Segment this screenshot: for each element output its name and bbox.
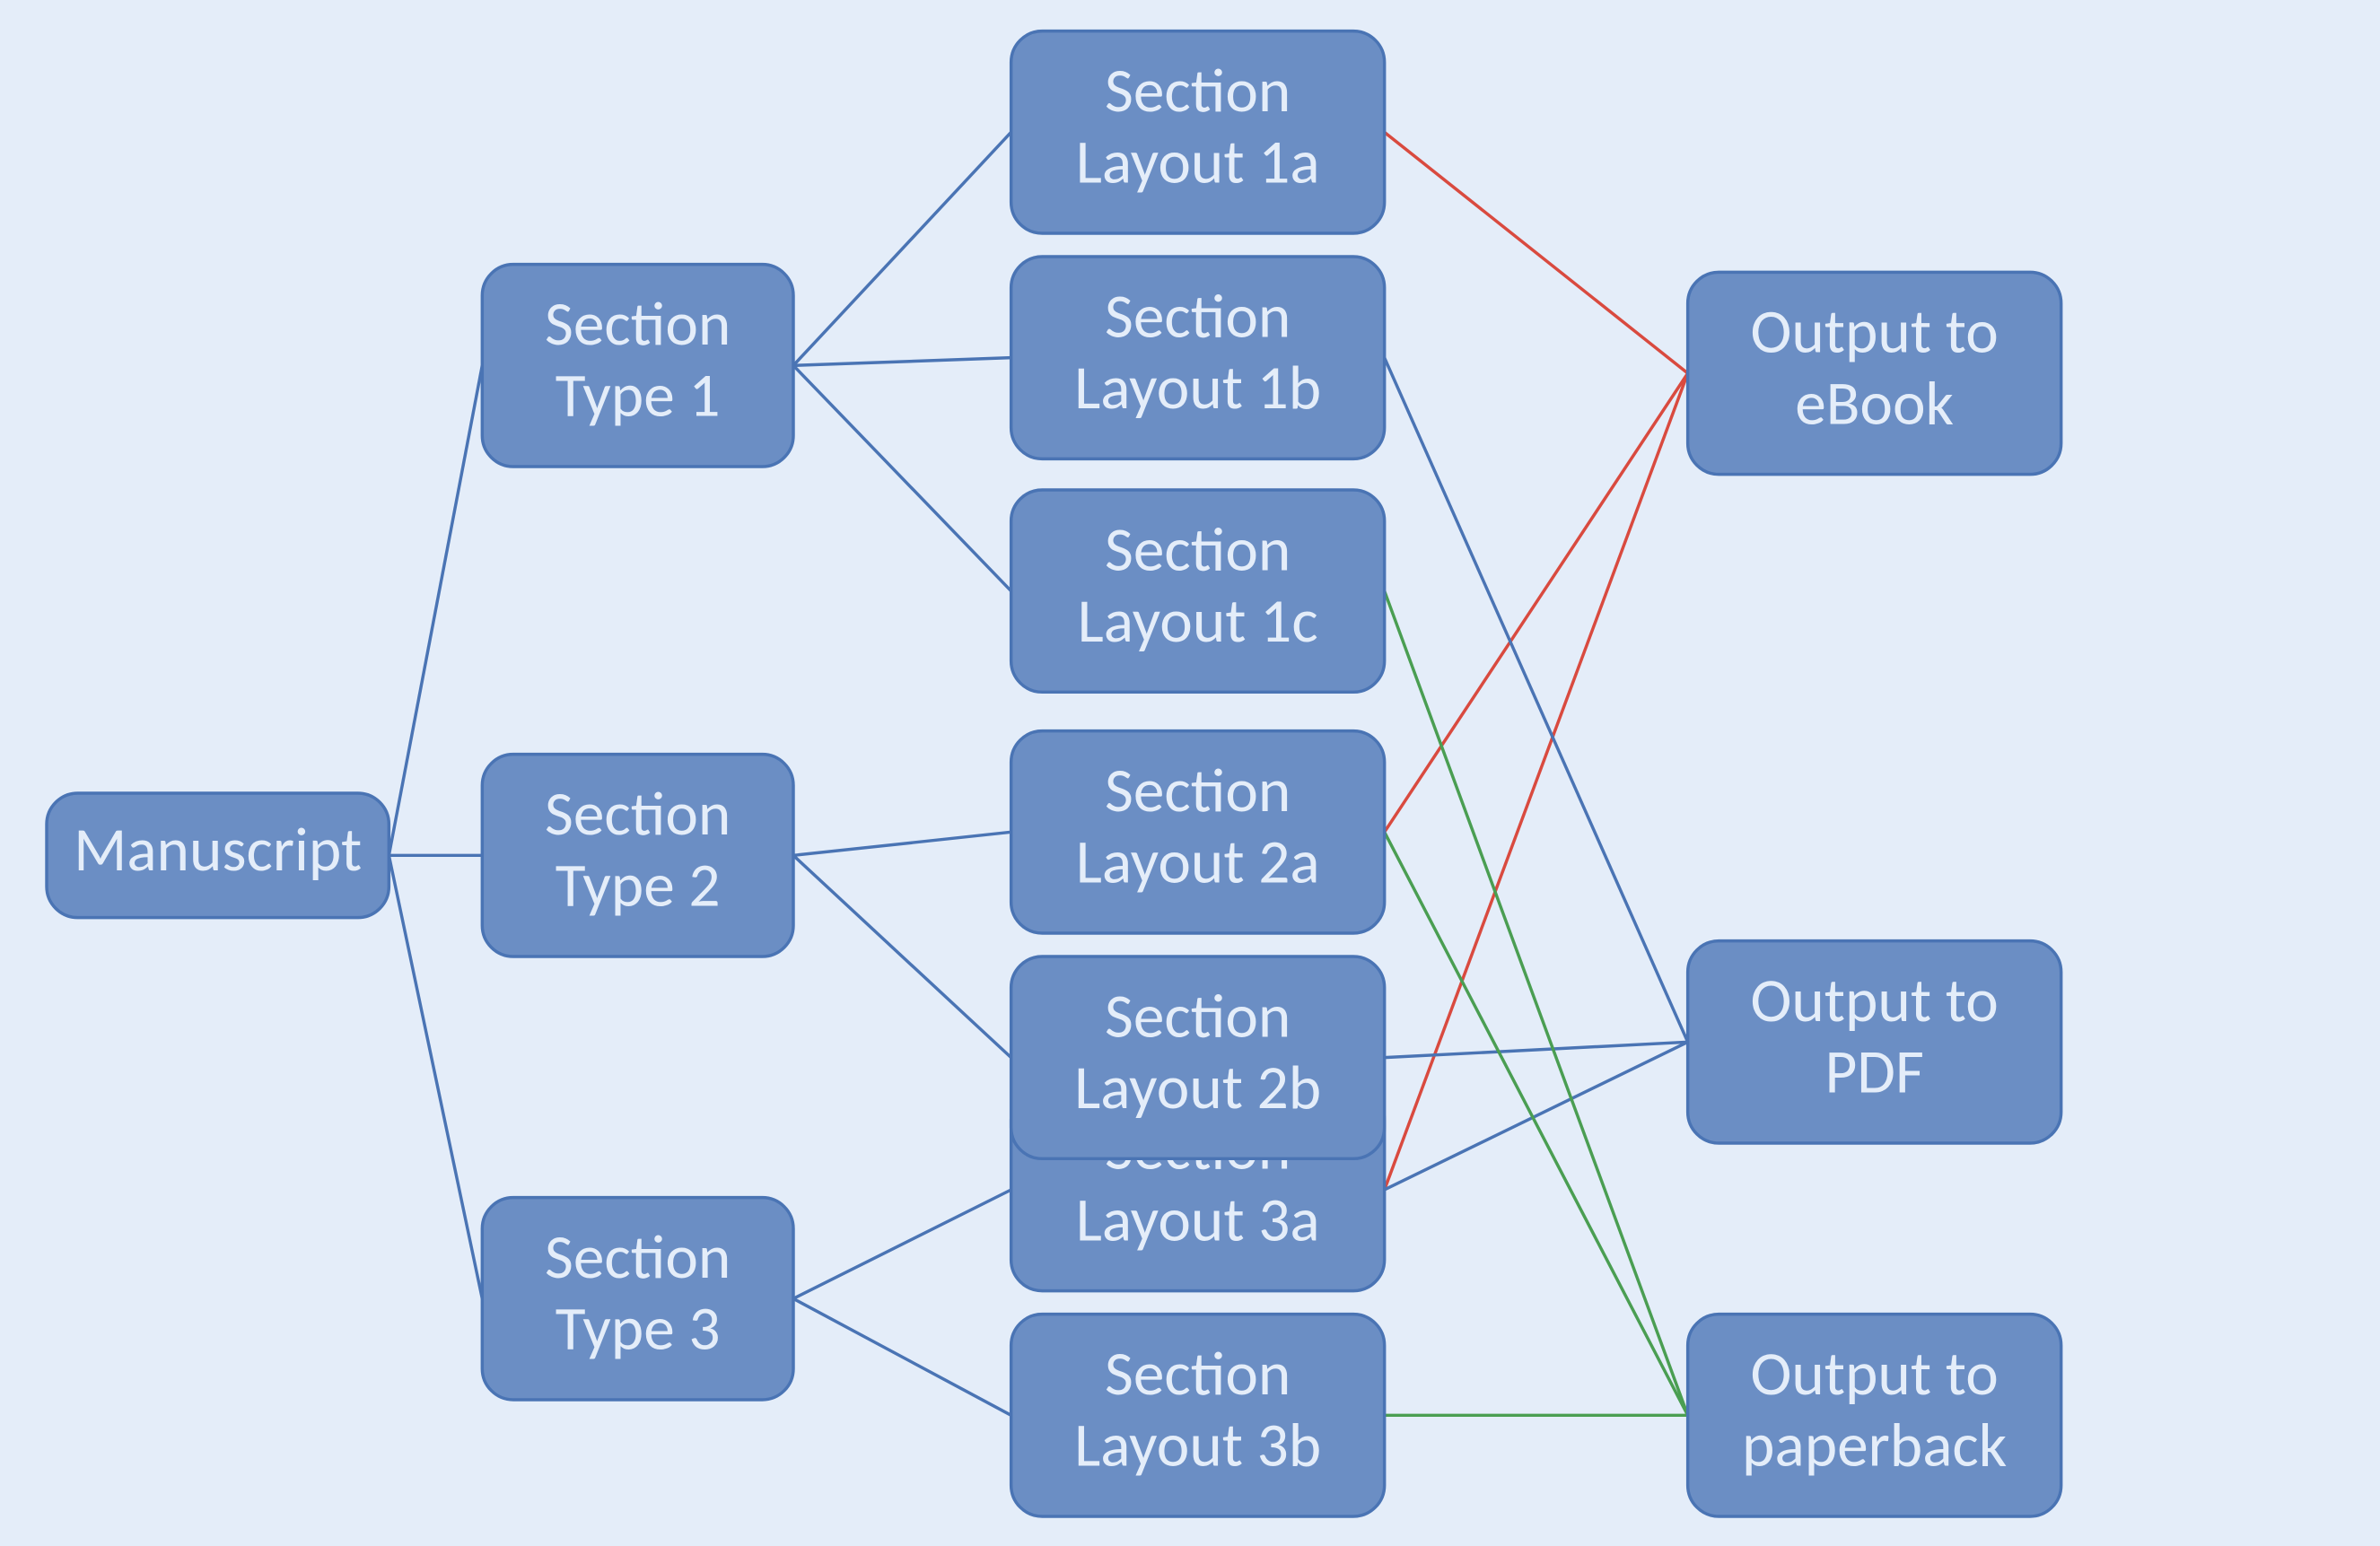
- node-type3-label-line-0: Section: [545, 1218, 731, 1295]
- node-ebook-label-line-1: eBook: [1795, 364, 1954, 441]
- node-paper: Output topaperback: [1688, 1315, 2061, 1516]
- edge-type3-to-l3a: [793, 1190, 1011, 1298]
- node-type1: SectionType 1: [482, 265, 793, 467]
- node-type2-label-line-0: Section: [545, 775, 731, 852]
- node-ebook-label-line-0: Output to: [1750, 293, 1998, 370]
- node-l1a: SectionLayout 1a: [1011, 31, 1385, 233]
- node-l3b: SectionLayout 3b: [1011, 1315, 1385, 1516]
- edge-type2-to-l2b: [793, 855, 1011, 1057]
- node-l2a-label-line-1: Layout 2a: [1076, 824, 1320, 900]
- node-type3: SectionType 3: [482, 1198, 793, 1400]
- edge-manuscript-to-type3: [389, 855, 482, 1298]
- node-l3b-label-line-1: Layout 3b: [1074, 1407, 1321, 1483]
- node-l1c-label-line-0: Section: [1105, 511, 1291, 587]
- edge-manuscript-to-type1: [389, 365, 482, 855]
- node-manuscript-label-line-0: Manuscript: [74, 811, 362, 887]
- diagram-canvas: SectionLayout 3aSectionLayout 2bSectionL…: [0, 0, 2380, 1546]
- edge-type3-to-l3b: [793, 1298, 1011, 1415]
- node-type1-label-line-0: Section: [545, 285, 731, 362]
- node-l1a-label-line-1: Layout 1a: [1076, 124, 1320, 200]
- node-l2a-label-line-0: Section: [1105, 752, 1291, 828]
- node-pdf-label-line-0: Output to: [1750, 962, 1998, 1038]
- node-type2-label-line-1: Type 2: [556, 847, 721, 923]
- node-l1b-label-line-1: Layout 1b: [1074, 349, 1321, 425]
- node-l1b-label-line-0: Section: [1105, 277, 1291, 354]
- edge-l2b-to-pdf: [1385, 1042, 1688, 1057]
- node-l1b: SectionLayout 1b: [1011, 257, 1385, 459]
- node-l2b: SectionLayout 2b: [1011, 956, 1385, 1158]
- edge-l3a-to-ebook: [1385, 373, 1688, 1190]
- node-paper-label-line-0: Output to: [1750, 1335, 1998, 1411]
- node-l2a: SectionLayout 2a: [1011, 731, 1385, 933]
- node-l2b-label-line-1: Layout 2b: [1074, 1049, 1321, 1125]
- edge-type1-to-l1c: [793, 365, 1011, 590]
- edge-l1b-to-pdf: [1385, 358, 1688, 1043]
- node-l1c: SectionLayout 1c: [1011, 490, 1385, 692]
- node-l3b-label-line-0: Section: [1105, 1335, 1291, 1411]
- node-type3-label-line-1: Type 3: [556, 1290, 721, 1367]
- node-l1a-label-line-0: Section: [1105, 52, 1291, 128]
- edge-type1-to-l1b: [793, 358, 1011, 366]
- node-l1c-label-line-1: Layout 1c: [1078, 582, 1318, 659]
- edge-type2-to-l2a: [793, 832, 1011, 855]
- node-ebook: Output toeBook: [1688, 272, 2061, 474]
- node-pdf-label-line-1: PDF: [1824, 1034, 1923, 1110]
- edge-l1c-to-paper: [1385, 591, 1688, 1416]
- edge-type1-to-l1a: [793, 132, 1011, 365]
- edge-l1a-to-ebook: [1385, 132, 1688, 373]
- edge-l2a-to-paper: [1385, 832, 1688, 1415]
- edge-l2a-to-ebook: [1385, 373, 1688, 832]
- node-paper-label-line-1: paperback: [1742, 1407, 2007, 1483]
- node-l3a-label-line-1: Layout 3a: [1076, 1181, 1320, 1257]
- node-pdf: Output toPDF: [1688, 941, 2061, 1143]
- node-type2: SectionType 2: [482, 755, 793, 956]
- node-l2b-label-line-0: Section: [1105, 977, 1291, 1053]
- node-type1-label-line-1: Type 1: [556, 357, 721, 433]
- nodes-layer: SectionLayout 3aSectionLayout 2bSectionL…: [47, 31, 2061, 1516]
- node-manuscript: Manuscript: [47, 793, 389, 918]
